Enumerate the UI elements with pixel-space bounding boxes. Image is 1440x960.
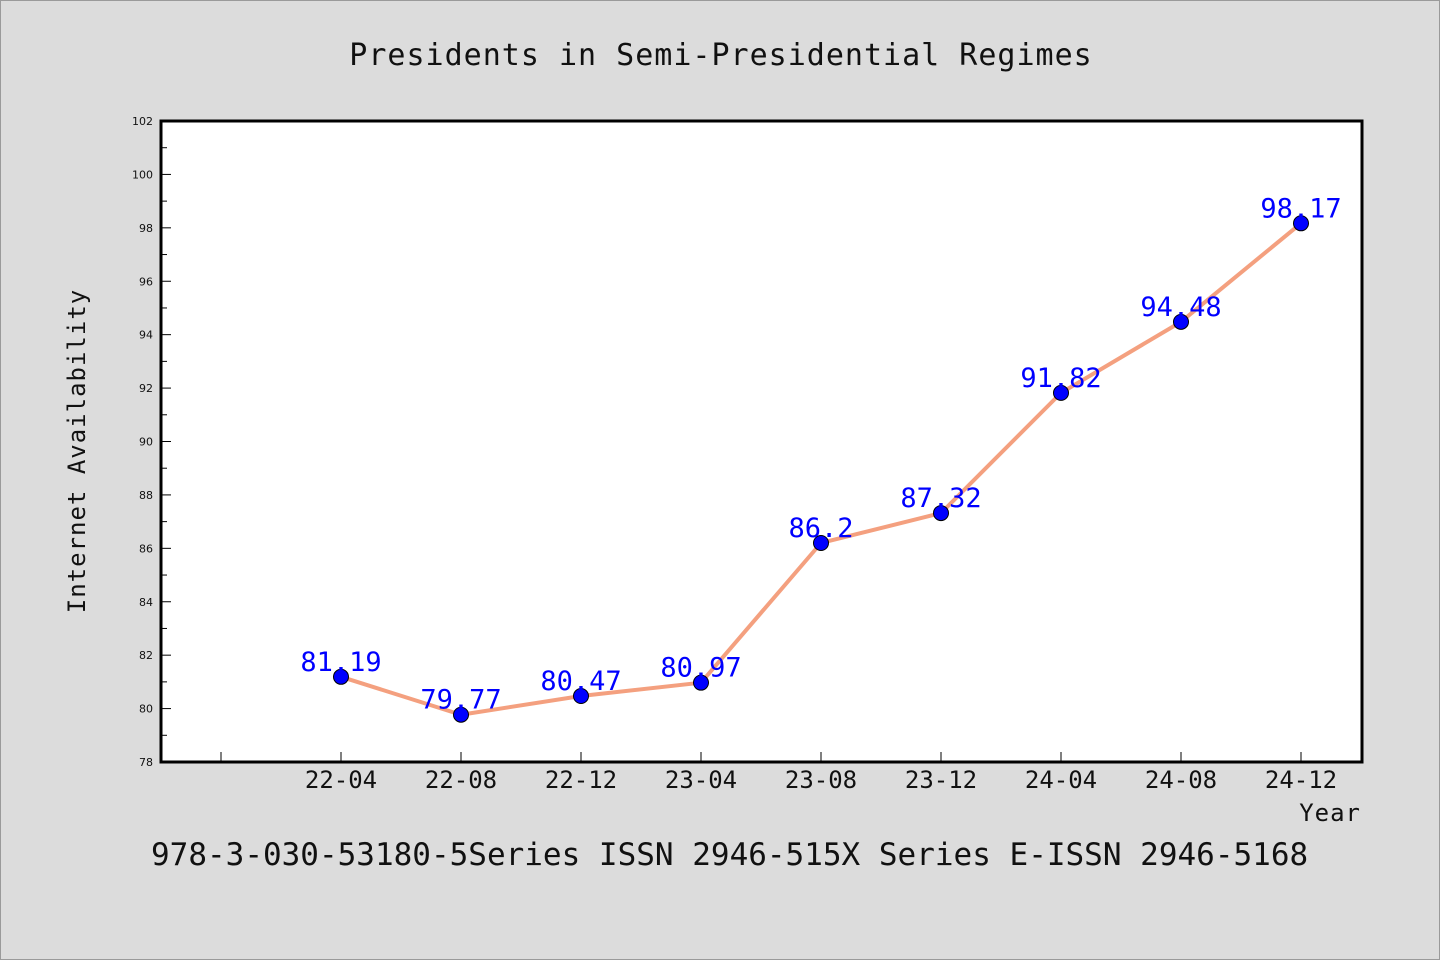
y-tick-label: 94 [139, 329, 153, 342]
data-label: 94.48 [1140, 292, 1221, 323]
y-tick-label: 86 [139, 542, 153, 555]
y-tick-label: 98 [139, 222, 153, 235]
y-axis: 78 80 82 84 86 88 90 92 94 96 98 100 102 [132, 115, 171, 769]
y-tick-label: 82 [139, 649, 153, 662]
data-label: 80.47 [540, 666, 621, 697]
x-axis: 22-04 22-08 22-12 23-04 23-08 23-12 24-04 24-08… [220, 752, 1337, 794]
y-tick-label: 88 [139, 489, 153, 502]
data-point [813, 534, 829, 551]
data-point [573, 688, 589, 705]
y-tick-label: 80 [139, 703, 153, 716]
y-tick-label: 90 [139, 436, 153, 449]
x-tick-label: 24-04 [1025, 766, 1097, 794]
y-tick-label: 92 [139, 382, 153, 395]
data-point [933, 505, 949, 522]
x-tick-label: 22-04 [305, 766, 377, 794]
x-tick-label: 23-08 [785, 766, 857, 794]
data-label: 86.2 [788, 513, 853, 544]
data-label: 91.82 [1020, 363, 1101, 394]
data-label: 81.19 [300, 647, 381, 678]
data-label: 87.32 [900, 483, 981, 514]
y-axis-label: Internet Availability [63, 289, 91, 613]
chart-title: Presidents in Semi-Presidential Regimes [349, 38, 1092, 73]
x-tick-label: 22-12 [545, 766, 617, 794]
x-tick-label: 22-08 [425, 766, 497, 794]
data-point [453, 706, 469, 723]
x-axis-label: Year [1299, 799, 1361, 827]
x-tick-label: 24-08 [1145, 766, 1217, 794]
y-tick-label: 100 [132, 168, 153, 181]
x-tick-label: 23-12 [905, 766, 977, 794]
x-tick-label: 23-04 [665, 766, 737, 794]
data-label: 98.17 [1260, 193, 1341, 224]
data-point [1053, 384, 1069, 401]
y-tick-label: 102 [132, 115, 153, 128]
data-point [333, 668, 349, 685]
y-tick-label: 96 [139, 275, 153, 288]
plot-area [159, 119, 1364, 764]
series-markers [333, 215, 1309, 723]
footer-text: 978-3-030-53180-5Series ISSN 2946-515X S… [151, 837, 1308, 873]
data-label: 80.97 [660, 653, 741, 684]
data-point [693, 674, 709, 691]
y-tick-label: 84 [139, 596, 153, 609]
data-point [1173, 313, 1189, 330]
data-labels: 81.19 79.77 80.47 80.97 86.2 87.32 91.82 94.48 9… [300, 193, 1341, 715]
y-tick-label: 78 [139, 756, 153, 769]
x-tick-label: 24-12 [1265, 766, 1337, 794]
data-point [1293, 215, 1309, 232]
data-label: 79.77 [420, 685, 501, 716]
